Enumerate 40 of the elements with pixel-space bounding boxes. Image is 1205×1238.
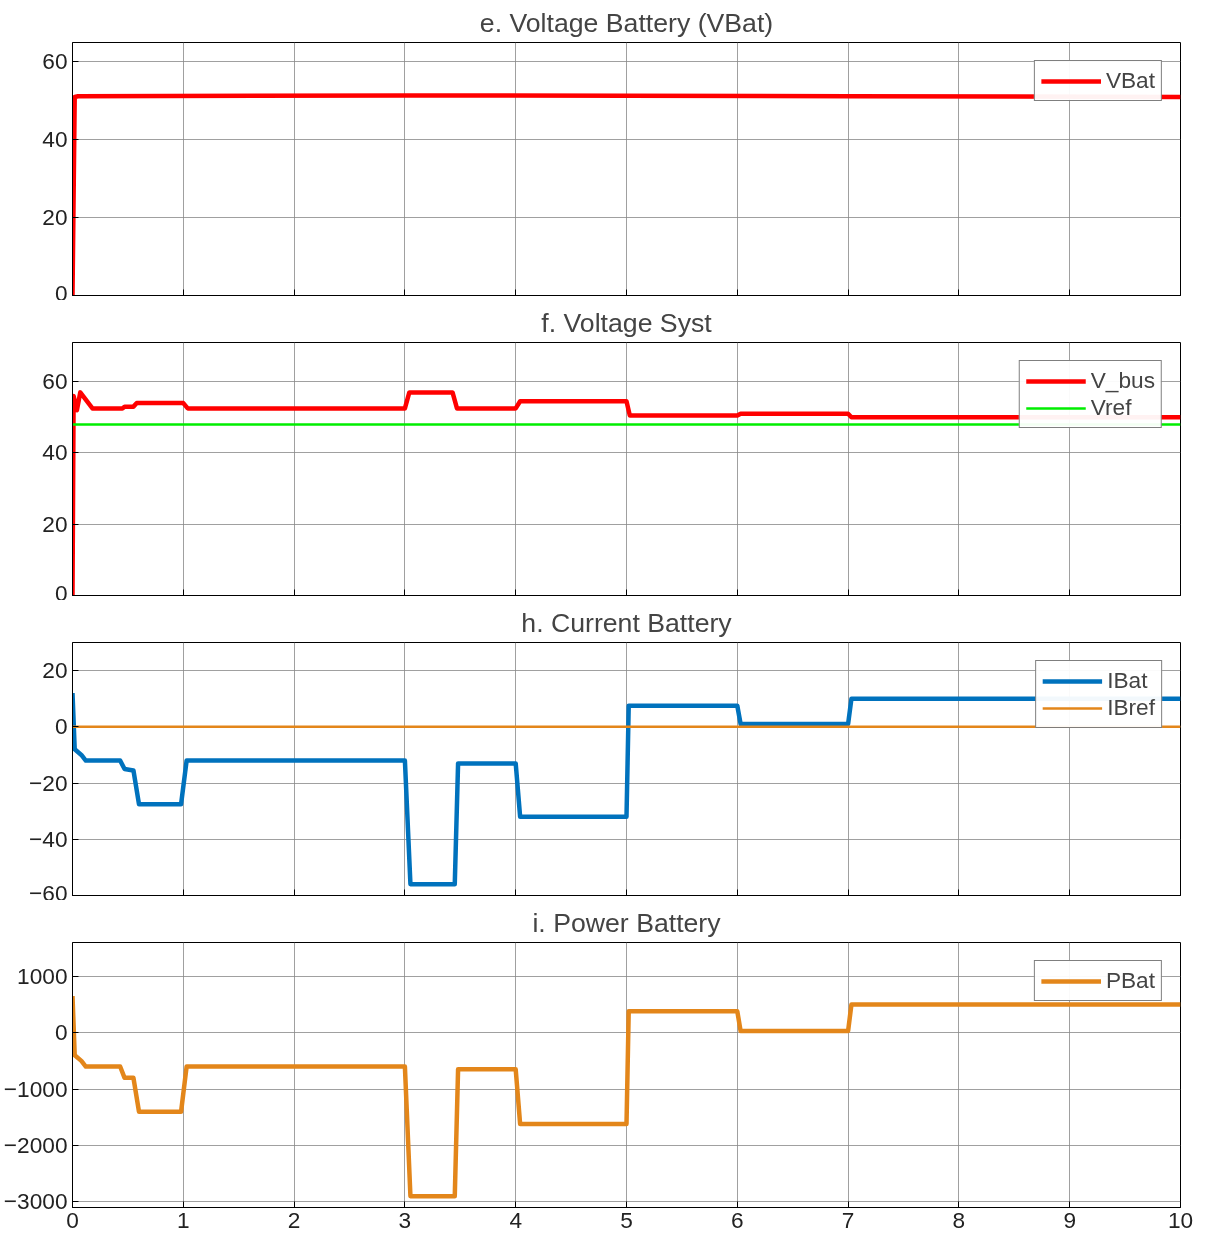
x-tick-label: 9	[1063, 1206, 1077, 1233]
chart-title: i. Power Battery	[532, 907, 722, 938]
y-tick-label: −1000	[3, 1075, 68, 1102]
y-tick-label: 20	[42, 204, 68, 231]
x-tick-label: 8	[952, 1206, 966, 1233]
x-tick-label: 4	[509, 1206, 523, 1233]
y-tick-label: −2000	[3, 1131, 68, 1158]
y-tick-label: −20	[29, 769, 68, 796]
legend-label: IBat	[1107, 667, 1148, 694]
line-series	[72, 690, 1181, 887]
x-tick-label: 2	[287, 1206, 301, 1233]
y-tick-label: 0	[54, 279, 68, 306]
y-tick-label: 0	[54, 1019, 68, 1046]
legend-label: PBat	[1105, 967, 1155, 994]
legend-label: VBat	[1105, 67, 1155, 94]
y-tick-label: 20	[42, 657, 68, 684]
x-tick-label: 10	[1167, 1206, 1194, 1233]
chart-title: h. Current Battery	[521, 607, 733, 638]
y-tick-label: −40	[29, 825, 68, 852]
y-tick-label: 40	[42, 439, 68, 466]
chart-title: e. Voltage Battery (VBat)	[479, 7, 774, 38]
x-tick-label: 5	[620, 1206, 633, 1233]
y-tick-label: 20	[42, 510, 68, 537]
y-tick-label: −60	[29, 879, 68, 906]
x-tick-label: 7	[841, 1206, 855, 1233]
chart-title: f. Voltage Syst	[541, 307, 713, 338]
y-tick-label: 1000	[17, 962, 68, 989]
line-series	[72, 993, 1181, 1199]
legend-label: Vref	[1090, 394, 1132, 421]
y-tick-label: 0	[54, 713, 68, 740]
legend-label: V_bus	[1090, 367, 1155, 394]
y-tick-label: 40	[42, 126, 68, 153]
y-tick-label: 0	[54, 579, 68, 606]
y-tick-label: 60	[42, 368, 68, 395]
x-tick-label: 1	[177, 1206, 190, 1233]
y-tick-label: 60	[42, 48, 68, 75]
legend-label: IBref	[1107, 694, 1155, 721]
y-tick-label: −3000	[3, 1188, 68, 1215]
x-tick-label: 3	[398, 1206, 412, 1233]
x-tick-label: 6	[731, 1206, 744, 1233]
